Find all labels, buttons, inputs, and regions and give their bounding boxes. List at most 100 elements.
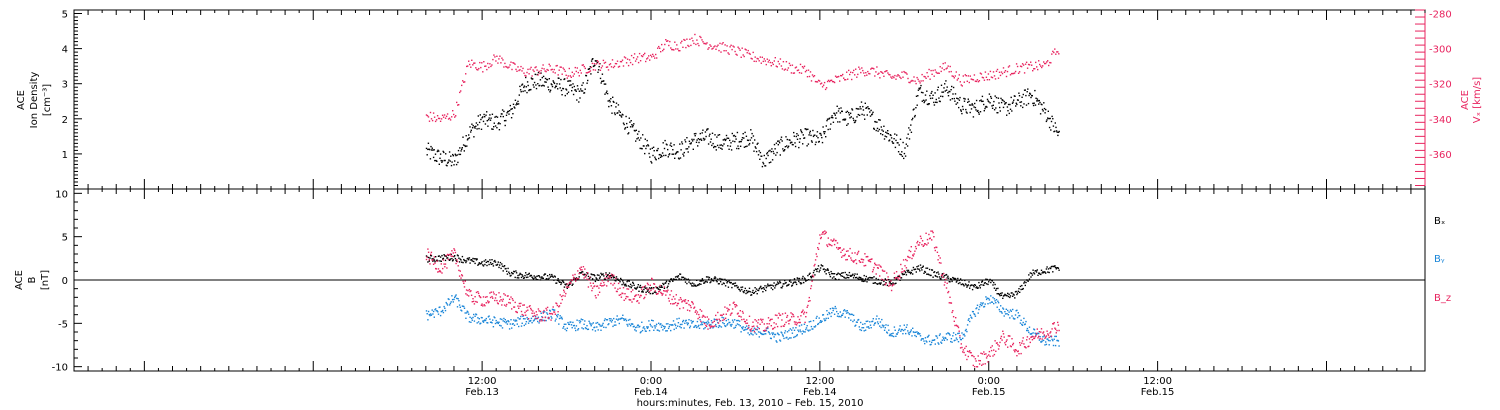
data-point (561, 73, 563, 75)
data-point (874, 264, 877, 266)
data-point (823, 132, 826, 135)
data-point (983, 353, 986, 355)
data-point (432, 149, 434, 151)
data-point (607, 274, 609, 276)
data-point (460, 277, 462, 279)
data-point (530, 309, 533, 311)
data-point (724, 285, 727, 287)
data-point (512, 103, 515, 105)
data-point (857, 278, 860, 280)
data-point (594, 69, 597, 71)
data-point (489, 318, 491, 320)
data-point (673, 302, 675, 305)
data-point (1052, 323, 1055, 325)
data-point (654, 158, 657, 160)
data-point (573, 73, 575, 75)
data-point (562, 294, 564, 297)
data-point (978, 359, 980, 362)
data-point (528, 272, 530, 275)
data-point (801, 310, 803, 313)
x-tick-time: 0:00 (640, 376, 662, 387)
data-point (906, 269, 908, 272)
data-point (639, 60, 642, 62)
data-point (964, 283, 967, 285)
data-point (629, 325, 632, 327)
data-point (638, 52, 641, 55)
data-point (815, 317, 817, 319)
data-point (709, 325, 711, 327)
data-point (473, 260, 475, 263)
data-point (560, 283, 562, 286)
data-point (462, 305, 464, 307)
data-point (937, 342, 939, 344)
data-point (548, 63, 550, 65)
data-point (550, 319, 552, 321)
data-point (913, 268, 915, 271)
data-point (707, 320, 709, 322)
data-point (829, 244, 832, 246)
data-point (737, 319, 739, 322)
data-point (461, 255, 464, 258)
data-point (827, 269, 829, 271)
data-point (906, 73, 908, 75)
data-point (1012, 101, 1014, 103)
data-point (810, 277, 813, 279)
data-point (917, 240, 919, 243)
data-point (1048, 336, 1050, 338)
data-point (915, 247, 917, 250)
data-point (562, 88, 565, 90)
data-point (590, 285, 592, 287)
data-point (455, 294, 457, 296)
data-point (796, 69, 799, 72)
data-point (665, 330, 667, 332)
data-point (686, 302, 688, 304)
data-point (468, 137, 471, 139)
data-point (803, 331, 805, 333)
data-point (1041, 272, 1043, 274)
data-point (529, 68, 531, 70)
data-point (616, 290, 618, 293)
data-point (847, 274, 849, 276)
data-point (930, 274, 932, 277)
data-point (871, 271, 874, 273)
data-point (446, 257, 449, 259)
data-point (690, 44, 692, 47)
data-point (453, 298, 455, 301)
data-point (457, 298, 459, 300)
data-point (604, 83, 607, 85)
data-point (571, 279, 573, 282)
data-point (556, 64, 558, 67)
data-point (976, 307, 978, 309)
data-point (451, 116, 453, 118)
data-point (625, 115, 627, 118)
data-point (673, 328, 675, 331)
data-point (804, 331, 806, 333)
data-point (613, 282, 616, 285)
data-point (572, 93, 575, 96)
data-point (970, 316, 972, 318)
data-point (757, 319, 760, 321)
data-point (994, 95, 996, 97)
data-point (752, 289, 754, 292)
data-point (800, 311, 803, 314)
data-point (1014, 314, 1017, 316)
data-point (836, 242, 839, 244)
data-point (874, 262, 876, 264)
data-point (817, 79, 820, 82)
data-point (931, 269, 934, 271)
data-point (493, 293, 495, 295)
data-point (730, 44, 732, 46)
data-point (952, 276, 954, 279)
data-point (728, 280, 730, 282)
data-point (647, 57, 649, 59)
data-point (693, 326, 696, 328)
data-point (443, 114, 446, 116)
data-point (501, 265, 504, 267)
data-point (524, 74, 526, 77)
data-point (899, 138, 902, 140)
data-point (743, 55, 745, 58)
data-point (1017, 72, 1020, 74)
data-point (1006, 70, 1009, 73)
data-point (457, 265, 459, 267)
data-point (563, 323, 566, 325)
